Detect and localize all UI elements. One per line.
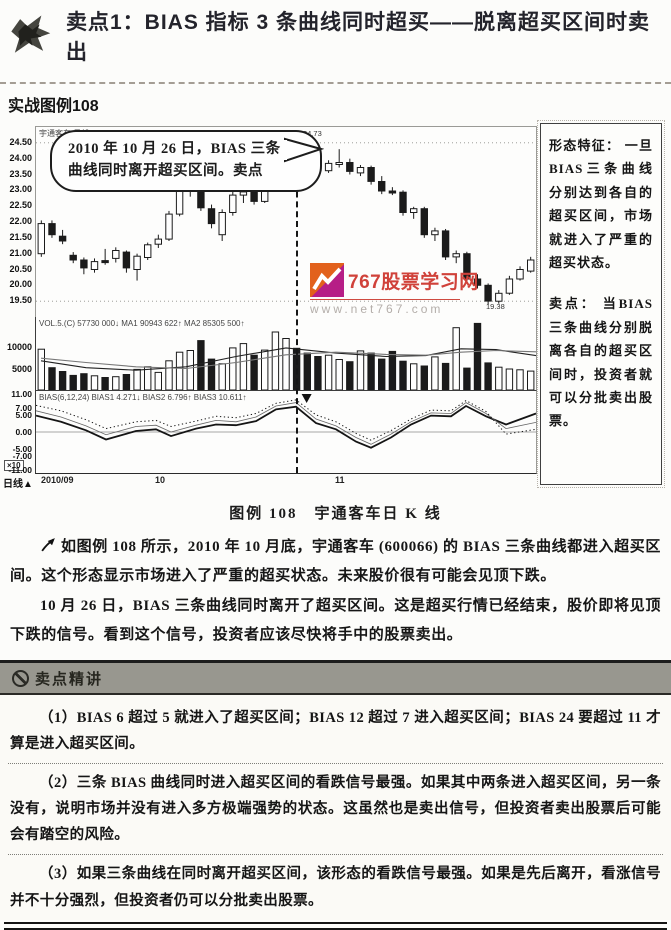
- volume-unit-label: ×10: [4, 460, 24, 471]
- axis-label: 11.00: [11, 389, 32, 400]
- callout-text-line2: 曲线同时离开超买区间。卖点: [68, 163, 263, 180]
- axis-label: 0.00: [15, 427, 32, 437]
- axis-label: 24.00: [9, 152, 32, 163]
- axis-label: 5000: [11, 363, 32, 374]
- annotation-callout: 2010 年 10 月 26 日，BIAS 三条 曲线同时离开超买区间。卖点: [50, 130, 322, 192]
- axis-label: -5.00: [12, 444, 32, 455]
- axis-label: 21.00: [9, 247, 32, 258]
- period-label: 日线▲: [3, 479, 33, 490]
- watermark-brand: 767股票学习网: [348, 271, 479, 293]
- peak-price-label: 24.73: [303, 129, 322, 138]
- bottom-double-rule: [4, 921, 667, 930]
- axis-label: 11: [335, 475, 345, 485]
- bias-indicator-pane-chart: [35, 391, 537, 474]
- pattern-notes-box: 形态特征： 一旦BIAS三条曲线分别达到各自的超买区间，市场就进入了严重的超买状…: [537, 120, 665, 488]
- axis-label: 5.00: [15, 409, 32, 420]
- compass-circle-icon: [12, 669, 29, 687]
- stock-chart-figure: 宇通客车 日线 VOL.5.(C) 57730 000↓ MA1 90943 6…: [0, 118, 671, 496]
- bull-logo-icon: [11, 15, 51, 53]
- section-label: 实战图例108: [8, 98, 99, 115]
- body-text: 如图例 108 所示，2010 年 10 月底，宇通客车 (600066) 的 …: [0, 523, 671, 650]
- highlight-item-2: （2）三条 BIAS 曲线同时进入超买区间的看跌信号最强。如果其中两条进入超买区…: [8, 763, 663, 854]
- callout-tail: [284, 137, 324, 163]
- highlights-body: （1）BIAS 6 超过 5 就进入了超买区间；BIAS 12 超过 7 进入超…: [0, 695, 671, 920]
- axis-label: 23.50: [9, 168, 32, 179]
- axis-label: 10000: [6, 342, 32, 353]
- volume-indicator-header: VOL.5.(C) 57730 000↓ MA1 90943 622↑ MA2 …: [39, 319, 245, 328]
- paragraph-2: 10 月 26 日，BIAS 三条曲线同时离开了超买区间。这是超买行情已经结束，…: [10, 597, 661, 643]
- axis-label: 20.50: [9, 263, 32, 274]
- paragraph-1-text: 如图例 108 所示，2010 年 10 月底，宇通客车 (600066) 的 …: [10, 539, 661, 585]
- axis-label: 20.00: [9, 279, 32, 290]
- highlights-header-label: 卖点精讲: [35, 670, 104, 688]
- highlights-section: 卖点精讲 （1）BIAS 6 超过 5 就进入了超买区间；BIAS 12 超过 …: [0, 660, 671, 930]
- axis-label: 19.50: [9, 295, 32, 306]
- highlights-header-bar: 卖点精讲: [0, 663, 671, 695]
- axis-label: -7.00: [12, 450, 32, 461]
- watermark-url: www.net767.com: [310, 302, 444, 316]
- volume-pane-chart: [35, 317, 537, 391]
- axis-label: 7.00: [15, 403, 32, 414]
- axis-label: 10: [155, 475, 166, 485]
- sellpoint-title: 卖点：: [549, 296, 597, 312]
- axis-label: 22.50: [9, 200, 32, 211]
- axis-label: 23.00: [9, 184, 32, 195]
- highlight-item-3: （3）如果三条曲线在同时离开超买区间，该形态的看跌信号最强。如果是先后离开，看涨…: [8, 854, 663, 919]
- watermark-logo-icon: [310, 263, 344, 297]
- bias-indicator-header: BIAS(6,12,24) BIAS1 4.271↓ BIAS2 6.796↑ …: [39, 393, 247, 402]
- figure-caption: 图例 108 宇通客车日 K 线: [229, 506, 442, 522]
- pen-flick-icon: [41, 538, 55, 552]
- page-header: 卖点1：BIAS 指标 3 条曲线同时超买——脱离超买区间时卖出: [0, 0, 671, 74]
- paragraph-1: 如图例 108 所示，2010 年 10 月底，宇通客车 (600066) 的 …: [10, 533, 661, 592]
- axis-label: 22.00: [9, 216, 32, 226]
- sellpoint-body: 当BIAS三条曲线分别脱离各自的超买区间时，投资者就可以分批卖出股票。: [549, 296, 653, 429]
- feature-title: 形态特征：: [549, 138, 621, 153]
- page-title: 卖点1：BIAS 指标 3 条曲线同时超买——脱离超买区间时卖出: [66, 11, 651, 65]
- title-divider: [0, 82, 671, 84]
- axis-label: -11.00: [8, 464, 32, 475]
- feature-body: 一旦BIAS三条曲线分别达到各自的超买区间，市场就进入了严重的超买状态。: [549, 138, 653, 270]
- watermark-link[interactable]: 767股票学习网 www.net767.com: [310, 263, 478, 316]
- low-price-label: 19.38: [486, 302, 505, 311]
- axis-label: 24.50: [9, 136, 32, 147]
- axis-label: 2010/09: [41, 475, 74, 485]
- callout-text-line1: 2010 年 10 月 26 日，BIAS 三条: [68, 141, 281, 157]
- spacer: [549, 274, 653, 292]
- axis-label: 21.50: [9, 231, 32, 242]
- sell-point-dashed-line: [295, 162, 298, 473]
- highlight-item-1: （1）BIAS 6 超过 5 就进入了超买区间；BIAS 12 超过 7 进入超…: [10, 710, 661, 753]
